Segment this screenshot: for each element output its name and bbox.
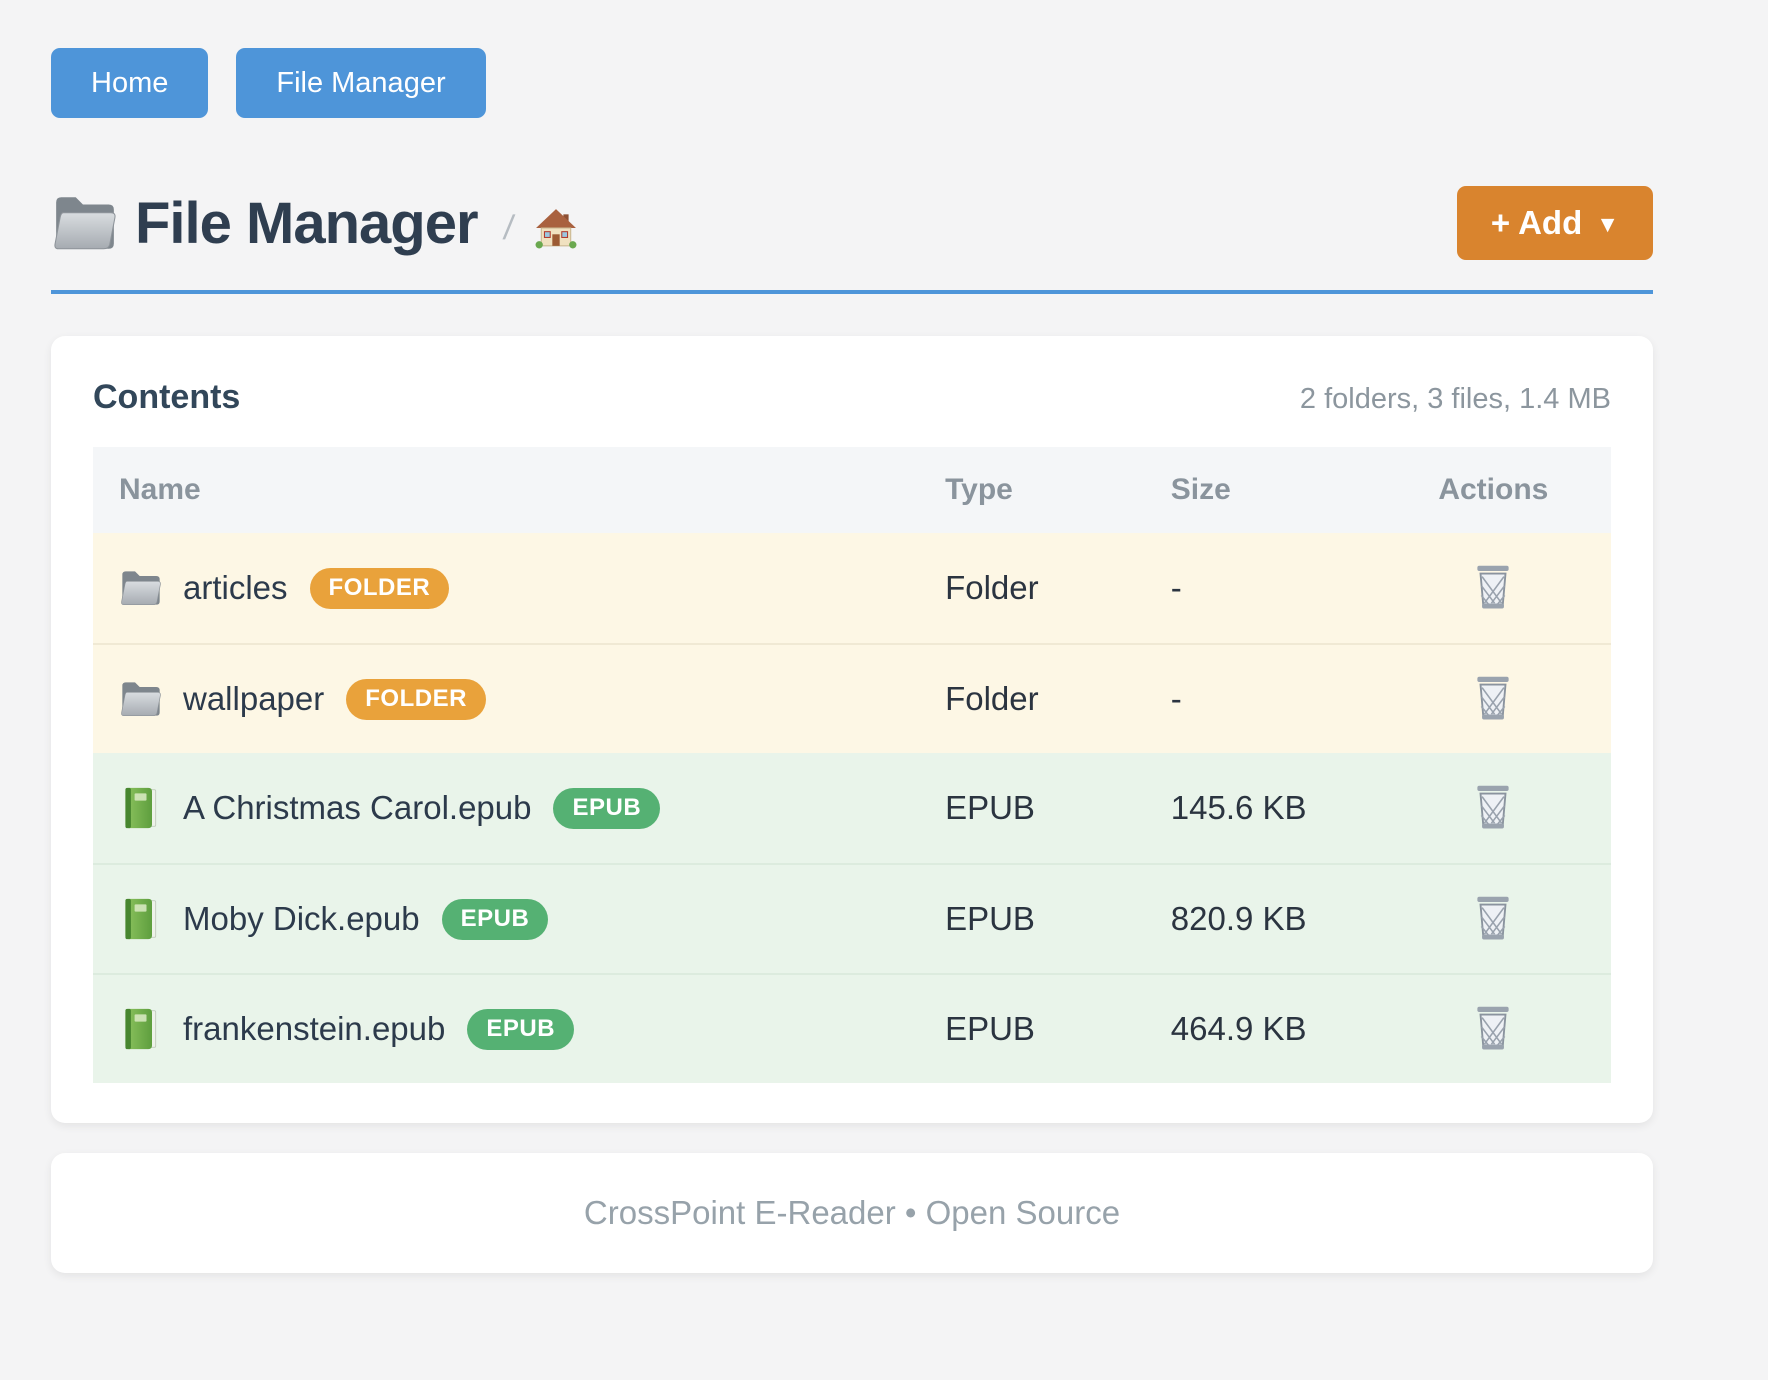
- book-icon: [124, 1008, 157, 1050]
- file-name-link[interactable]: frankenstein.epub: [183, 1010, 446, 1047]
- top-navigation: Home File Manager: [51, 48, 1653, 118]
- file-manager-nav-button[interactable]: File Manager: [236, 48, 486, 118]
- file-name-link[interactable]: articles: [183, 569, 288, 606]
- delete-button[interactable]: [1467, 998, 1519, 1056]
- file-type: EPUB: [945, 900, 1035, 937]
- table-row-frankenstein: frankenstein.epub EPUB EPUB 464.9 KB: [93, 973, 1611, 1083]
- file-name-link[interactable]: wallpaper: [183, 680, 325, 717]
- delete-button[interactable]: [1467, 557, 1519, 615]
- contents-summary: 2 folders, 3 files, 1.4 MB: [1299, 383, 1611, 415]
- trash-icon: [1476, 1005, 1510, 1051]
- breadcrumb-home-link[interactable]: [535, 207, 577, 249]
- file-size: 145.6 KB: [1170, 789, 1307, 826]
- file-manager-page: Home File Manager File Manager / + Add ▼…: [51, 48, 1653, 1273]
- title-group: File Manager /: [51, 190, 577, 257]
- delete-button[interactable]: [1467, 668, 1519, 726]
- table-row-articles: articles FOLDER Folder -: [93, 533, 1611, 643]
- delete-button[interactable]: [1467, 888, 1519, 946]
- file-size: -: [1170, 680, 1182, 717]
- page-header: File Manager / + Add ▼: [51, 186, 1653, 260]
- epub-badge: EPUB: [441, 898, 549, 940]
- house-icon: [535, 208, 577, 249]
- column-header-size: Size: [1170, 473, 1231, 506]
- file-size: 464.9 KB: [1170, 1010, 1307, 1047]
- file-type: EPUB: [945, 1010, 1035, 1047]
- folder-icon: [121, 681, 161, 717]
- folder-badge: FOLDER: [346, 678, 486, 720]
- trash-icon: [1476, 895, 1510, 941]
- home-nav-button[interactable]: Home: [51, 48, 209, 118]
- file-name-link[interactable]: Moby Dick.epub: [183, 900, 420, 937]
- file-size: 820.9 KB: [1170, 900, 1307, 937]
- epub-badge: EPUB: [467, 1008, 575, 1050]
- book-icon: [124, 787, 157, 829]
- trash-icon: [1476, 675, 1510, 721]
- title-divider: [51, 290, 1653, 294]
- contents-heading: Contents: [93, 378, 241, 416]
- add-button-label: + Add: [1490, 204, 1583, 241]
- file-type: Folder: [945, 569, 1039, 606]
- epub-badge: EPUB: [553, 787, 661, 829]
- folder-badge: FOLDER: [309, 567, 450, 609]
- file-size: -: [1170, 569, 1182, 606]
- table-header-row: Name Type Size Actions: [93, 447, 1611, 533]
- contents-card: Contents 2 folders, 3 files, 1.4 MB Name…: [51, 336, 1653, 1123]
- trash-icon: [1476, 564, 1510, 610]
- table-row-moby-dick: Moby Dick.epub EPUB EPUB 820.9 KB: [93, 863, 1611, 973]
- file-name-link[interactable]: A Christmas Carol.epub: [183, 789, 532, 826]
- column-header-name: Name: [119, 473, 201, 506]
- file-type: EPUB: [945, 789, 1035, 826]
- footer-text: CrossPoint E-Reader • Open Source: [583, 1194, 1121, 1231]
- book-icon: [124, 898, 157, 940]
- contents-card-header: Contents 2 folders, 3 files, 1.4 MB: [93, 378, 1611, 417]
- file-type: Folder: [945, 680, 1039, 717]
- page-title: File Manager: [135, 190, 479, 256]
- column-header-type: Type: [945, 473, 1013, 506]
- trash-icon: [1476, 784, 1510, 830]
- table-row-christmas-carol: A Christmas Carol.epub EPUB EPUB 145.6 K…: [93, 753, 1611, 863]
- footer-card: CrossPoint E-Reader • Open Source: [51, 1153, 1653, 1273]
- folder-icon: [121, 570, 161, 606]
- add-button[interactable]: + Add ▼: [1456, 186, 1653, 260]
- delete-button[interactable]: [1467, 777, 1519, 835]
- column-header-actions: Actions: [1438, 473, 1549, 506]
- table-row-wallpaper: wallpaper FOLDER Folder -: [93, 643, 1611, 753]
- folder-icon: [54, 196, 116, 250]
- file-table: Name Type Size Actions articles FOLDER F…: [93, 447, 1611, 1083]
- breadcrumb-separator: /: [500, 208, 516, 247]
- chevron-down-icon: ▼: [1596, 210, 1619, 237]
